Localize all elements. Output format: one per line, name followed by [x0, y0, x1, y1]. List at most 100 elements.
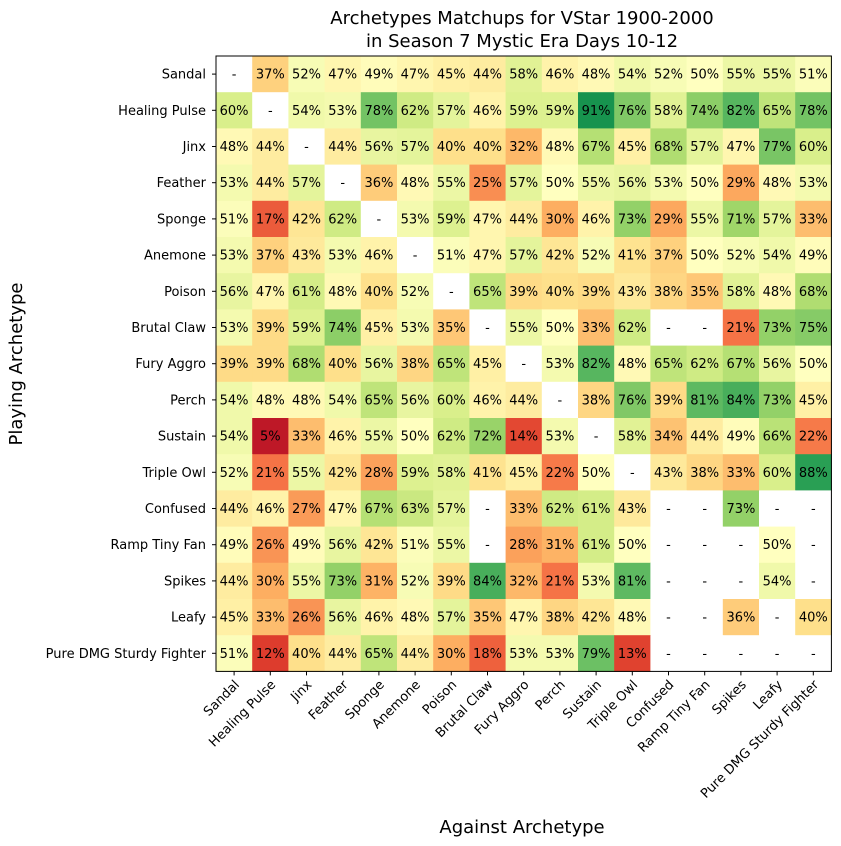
cell-value-label: 39% [220, 357, 249, 372]
cell-value-label: 39% [256, 321, 285, 336]
heatmap-cell [795, 599, 832, 636]
cell-value-label: 73% [763, 393, 792, 408]
heatmap-cell [614, 200, 651, 238]
cell-value-label: 50% [401, 430, 430, 445]
cell-value-label: 50% [690, 249, 719, 264]
cell-value-label: 27% [292, 502, 321, 517]
heatmap-cell [505, 309, 543, 347]
heatmap-cell [469, 526, 507, 564]
cell-value-label: 57% [509, 249, 538, 264]
heatmap-cell [324, 490, 362, 528]
cell-value-label: 21% [726, 321, 755, 336]
cell-value-label: 39% [582, 285, 611, 300]
y-tick-label: Sustain [158, 430, 206, 445]
heatmap-cell [614, 164, 651, 202]
heatmap-cell [252, 490, 289, 528]
heatmap-cell [397, 200, 434, 238]
heatmap-cell [469, 599, 507, 636]
heatmap-cell [541, 418, 579, 455]
heatmap-cell [578, 273, 615, 310]
heatmap-cell [433, 273, 470, 310]
cell-value-label: 54% [328, 393, 357, 408]
heatmap-cell [216, 237, 253, 274]
heatmap-cell [469, 273, 507, 310]
heatmap-cell [360, 309, 398, 347]
heatmap-cell [324, 237, 362, 274]
cell-value-label: 28% [364, 466, 393, 481]
heatmap-cell [686, 635, 724, 672]
heatmap-cell [541, 345, 579, 383]
heatmap-cell [469, 128, 507, 166]
heatmap-cell [722, 381, 760, 419]
cell-value-label: - [666, 647, 671, 662]
cell-value-label: 38% [690, 466, 719, 481]
heatmap-cell [541, 490, 579, 528]
cell-value-label: 81% [690, 393, 719, 408]
cell-value-label: 53% [545, 357, 574, 372]
cell-value-label: 54% [220, 430, 249, 445]
cell-value-label: 65% [437, 357, 466, 372]
cell-value-label: - [702, 502, 707, 517]
cell-value-label: 44% [220, 502, 249, 517]
chart-subtitle: in Season 7 Mystic Era Days 10-12 [366, 31, 678, 52]
heatmap-cell [216, 56, 253, 93]
cell-value-label: 56% [618, 176, 647, 191]
cell-value-label: - [449, 285, 454, 300]
heatmap-cell [614, 418, 651, 455]
heatmap-cell [686, 490, 724, 528]
heatmap-cell [288, 309, 326, 347]
cell-value-label: 33% [582, 321, 611, 336]
heatmap-cell [288, 599, 326, 636]
heatmap-cell [578, 599, 615, 636]
cell-value-label: - [811, 538, 816, 553]
cell-value-label: 44% [256, 176, 285, 191]
cell-value-label: 73% [726, 502, 755, 517]
heatmap-cell [397, 345, 434, 383]
cell-value-label: 49% [220, 538, 249, 553]
heatmap-cell [578, 562, 615, 600]
heatmap-cell [397, 381, 434, 419]
heatmap-cell [216, 418, 253, 455]
cell-value-label: - [521, 357, 526, 372]
cell-value-label: 65% [654, 357, 683, 372]
cell-value-label: 48% [292, 393, 321, 408]
heatmap-cell [686, 309, 724, 347]
cell-value-label: 46% [473, 104, 502, 119]
cell-value-label: 88% [799, 466, 828, 481]
cell-value-label: 60% [437, 393, 466, 408]
heatmap-cell [216, 490, 253, 528]
heatmap-cell [324, 200, 362, 238]
cell-value-label: 52% [401, 574, 430, 589]
heatmap-cell [288, 273, 326, 310]
heatmap-cell [759, 273, 796, 310]
cell-value-label: 56% [763, 357, 792, 372]
cell-value-label: 52% [726, 249, 755, 264]
heatmap-cell [397, 309, 434, 347]
cell-value-label: 48% [401, 611, 430, 626]
heatmap-cell [216, 345, 253, 383]
cell-value-label: 57% [437, 611, 466, 626]
cell-value-label: 55% [726, 68, 755, 83]
heatmap-cell [578, 635, 615, 672]
heatmap-cell [541, 92, 579, 129]
heatmap-cell [541, 164, 579, 202]
cell-value-label: 67% [364, 502, 393, 517]
heatmap-cell [614, 273, 651, 310]
cell-value-label: 30% [545, 212, 574, 227]
heatmap-cell [722, 56, 760, 93]
heatmap-cell [216, 454, 253, 491]
heatmap-cell [360, 237, 398, 274]
heatmap-cell [216, 526, 253, 564]
heatmap-cell [795, 237, 832, 274]
heatmap-cell [541, 309, 579, 347]
heatmap-cell [650, 381, 688, 419]
heatmap-cell [216, 562, 253, 600]
heatmap-cell [614, 454, 651, 491]
cell-value-label: 51% [437, 249, 466, 264]
y-axis-label: Playing Archetype [6, 282, 27, 445]
heatmap-cell [759, 526, 796, 564]
cell-value-label: 55% [582, 176, 611, 191]
cell-value-label: 53% [328, 249, 357, 264]
cell-value-label: 56% [364, 357, 393, 372]
